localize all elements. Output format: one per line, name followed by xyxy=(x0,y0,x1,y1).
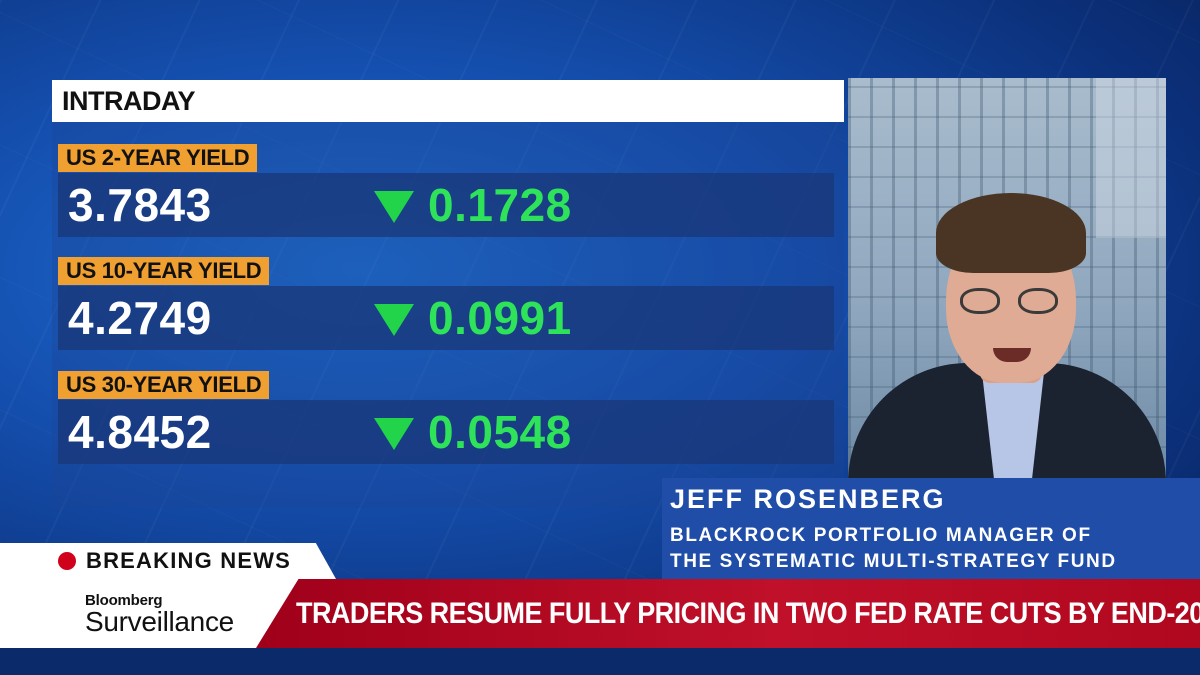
yield-bar xyxy=(58,286,834,350)
down-triangle-icon xyxy=(374,418,414,450)
headline-text: TRADERS RESUME FULLY PRICING IN TWO FED … xyxy=(296,597,1200,630)
guest-name: JEFF ROSENBERG xyxy=(670,484,946,514)
guest-hair xyxy=(936,193,1086,273)
yield-label: US 30-YEAR YIELD xyxy=(58,371,270,399)
yield-change-value: 0.0991 xyxy=(428,292,572,344)
yield-change-value: 0.0548 xyxy=(428,406,572,458)
yield-bar xyxy=(58,400,834,464)
yield-label: US 10-YEAR YIELD xyxy=(58,257,270,285)
guest-title-line-2: THE SYSTEMATIC MULTI-STRATEGY FUND xyxy=(670,551,1117,572)
yield-label: US 2-YEAR YIELD xyxy=(58,144,258,172)
brand-name: Bloomberg xyxy=(85,592,163,609)
down-triangle-icon xyxy=(374,191,414,223)
guest-name-plate xyxy=(662,478,1200,580)
bottom-strip xyxy=(0,648,1200,675)
show-name: Surveillance xyxy=(85,606,234,637)
headline-bar xyxy=(256,579,1200,648)
yield-change: 0.1728 xyxy=(374,173,572,237)
yield-bar xyxy=(58,173,834,237)
yield-value: 3.7843 xyxy=(68,179,212,231)
yield-change-value: 0.1728 xyxy=(428,179,572,231)
guest-mouth xyxy=(993,348,1031,362)
guest-title-line-1: BLACKROCK PORTFOLIO MANAGER OF xyxy=(670,525,1092,546)
yield-change: 0.0548 xyxy=(374,400,572,464)
guest-shirt xyxy=(981,368,1045,478)
red-dot-icon xyxy=(58,552,76,570)
yield-value: 4.8452 xyxy=(68,406,212,458)
breaking-news-label: BREAKING NEWS xyxy=(86,548,292,573)
breaking-news-tab: BREAKING NEWS xyxy=(0,543,336,579)
guest-video-feed xyxy=(848,78,1166,478)
show-logo-box xyxy=(0,579,300,648)
down-triangle-icon xyxy=(374,304,414,336)
glasses-icon xyxy=(1018,288,1058,314)
background-wall xyxy=(1096,78,1166,238)
yield-value: 4.2749 xyxy=(68,292,212,344)
panel-title: INTRADAY xyxy=(52,80,844,122)
glasses-icon xyxy=(960,288,1000,314)
yield-change: 0.0991 xyxy=(374,286,572,350)
